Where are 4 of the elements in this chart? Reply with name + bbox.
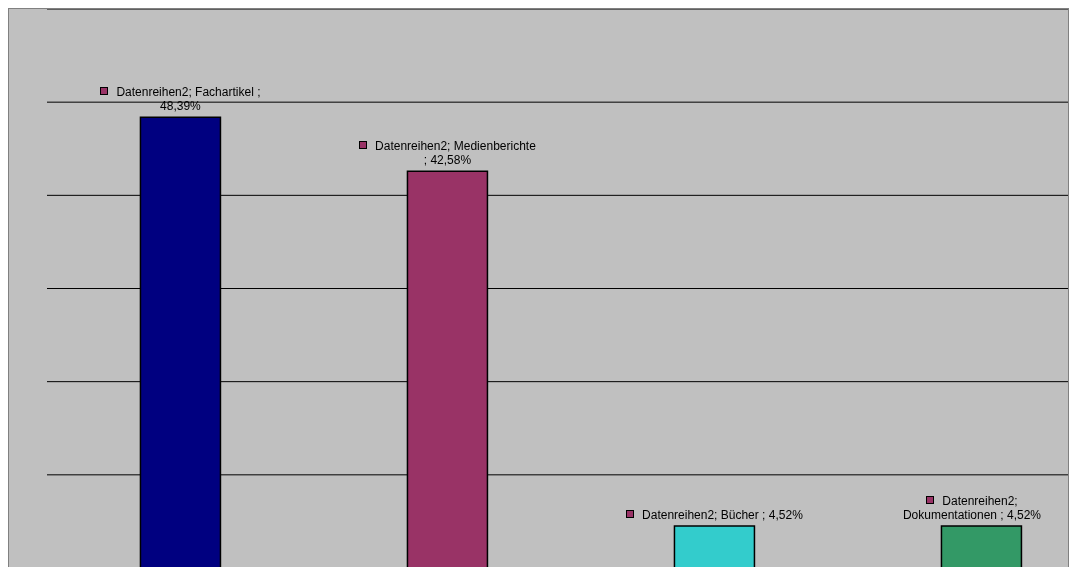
- data-label: Datenreihen2; Dokumentationen ; 4,52%: [901, 493, 1043, 522]
- data-label: Datenreihen2; Bücher ; 4,52%: [641, 507, 803, 522]
- data-label: Datenreihen2; Fachartikel ; 48,39%: [115, 85, 262, 114]
- data-label: Datenreihen2; Medienberichte ; 42,58%: [374, 139, 537, 168]
